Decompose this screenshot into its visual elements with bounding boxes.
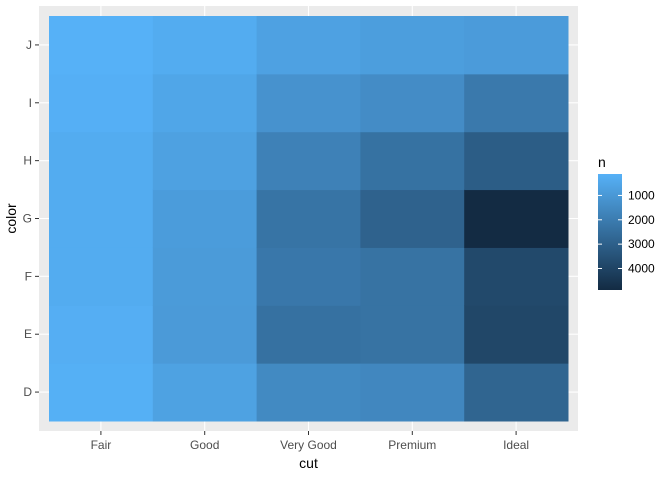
x-tick-label: Good [190, 438, 219, 452]
y-tick-label: I [29, 96, 32, 110]
legend: n 1000 2000 3000 4000 [598, 154, 655, 290]
legend-ticks: 1000 2000 3000 4000 [598, 188, 655, 275]
heatmap-cell [464, 363, 569, 422]
heatmap-cell [152, 16, 258, 75]
heatmap-cell [152, 73, 258, 133]
y-tick-label: H [23, 154, 32, 168]
heatmap-cell [152, 131, 258, 191]
legend-colorbar [598, 174, 622, 290]
legend-break-label: 4000 [628, 261, 655, 275]
heatmap-cell [152, 247, 258, 306]
heatmap-cell [464, 305, 569, 364]
heatmap-cell [256, 305, 361, 364]
heatmap-cell [256, 247, 361, 306]
x-axis-title: cut [299, 455, 318, 471]
y-tick-label: J [26, 38, 32, 52]
heatmap-cell [49, 189, 154, 248]
y-tick-label: D [23, 385, 32, 399]
legend-break-label: 2000 [628, 213, 655, 227]
heatmap-cells [49, 16, 569, 422]
heatmap-cell [49, 73, 154, 133]
heatmap-cell [464, 131, 569, 191]
heatmap-cell [464, 73, 569, 133]
heatmap-cell [464, 16, 569, 75]
heatmap-cell [49, 247, 154, 306]
y-tick-label: G [23, 212, 32, 226]
heatmap-cell [360, 247, 465, 306]
legend-break-label: 3000 [628, 237, 655, 251]
heatmap-cell [256, 363, 361, 422]
heatmap-cell [152, 189, 258, 248]
heatmap-cell [360, 363, 465, 422]
x-tick-label: Ideal [503, 438, 529, 452]
heatmap-cell [360, 305, 465, 364]
heatmap-cell [360, 131, 465, 191]
heatmap-cell [256, 189, 361, 248]
heatmap-cell [256, 16, 361, 75]
y-axis: D E F G H I J [23, 38, 39, 399]
x-tick-label: Fair [91, 438, 112, 452]
x-tick-label: Very Good [280, 438, 337, 452]
heatmap-cell [49, 305, 154, 364]
heatmap-cell [360, 189, 465, 248]
legend-break-label: 1000 [628, 188, 655, 202]
heatmap-cell [49, 363, 154, 422]
x-axis: Fair Good Very Good Premium Ideal [91, 431, 529, 452]
heatmap-cell [256, 131, 361, 191]
y-tick-label: E [24, 327, 32, 341]
heatmap-cell [256, 73, 361, 133]
heatmap-cell [464, 189, 569, 248]
heatmap-cell [49, 16, 154, 75]
x-tick-label: Premium [388, 438, 436, 452]
heatmap-cell [152, 305, 258, 364]
heatmap-cell [49, 131, 154, 191]
y-axis-title: color [3, 203, 19, 234]
heatmap-cell [360, 16, 465, 75]
legend-title: n [598, 154, 606, 170]
y-tick-label: F [25, 269, 32, 283]
heatmap-cell [360, 73, 465, 133]
heatmap-cell [152, 363, 258, 422]
heatmap-cell [464, 247, 569, 306]
